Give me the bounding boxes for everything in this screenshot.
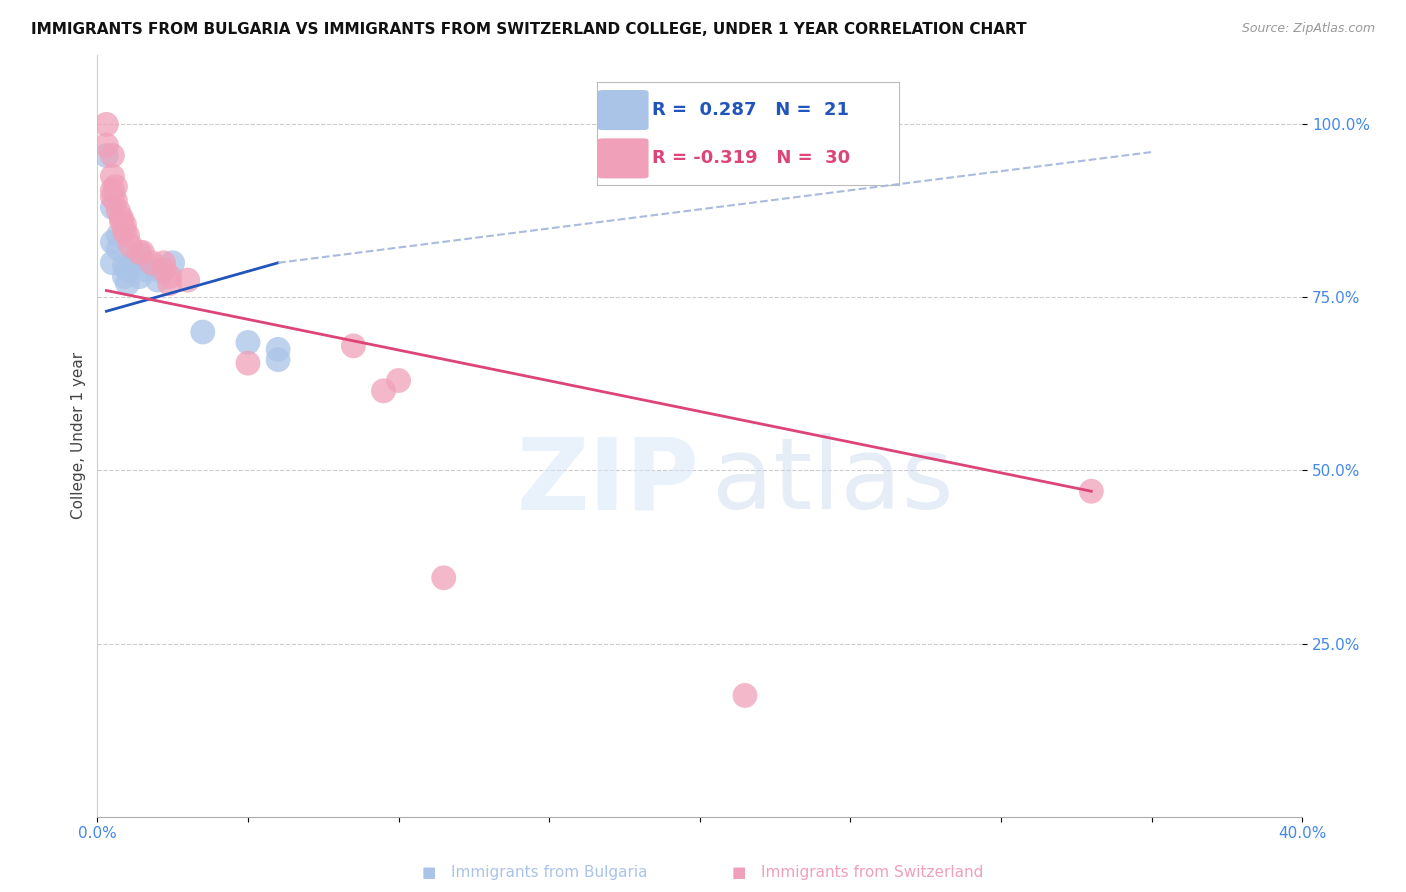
Point <box>734 689 756 703</box>
Point <box>110 214 132 228</box>
Point <box>131 245 153 260</box>
Text: ■   Immigrants from Bulgaria: ■ Immigrants from Bulgaria <box>422 865 647 880</box>
Point <box>135 262 157 277</box>
Point <box>191 325 214 339</box>
Text: atlas: atlas <box>711 433 953 530</box>
Point <box>110 211 132 225</box>
Point <box>117 277 139 291</box>
Point <box>1080 484 1102 499</box>
Point <box>342 339 364 353</box>
Point <box>159 277 181 291</box>
Point <box>236 335 259 350</box>
Point <box>114 218 136 232</box>
Point <box>101 201 124 215</box>
Point <box>120 238 142 252</box>
Point <box>101 256 124 270</box>
Point <box>104 179 127 194</box>
Point <box>107 203 129 218</box>
Point <box>117 228 139 243</box>
Point <box>159 269 181 284</box>
Point <box>146 273 169 287</box>
Point <box>162 256 184 270</box>
Point <box>236 356 259 370</box>
Text: IMMIGRANTS FROM BULGARIA VS IMMIGRANTS FROM SWITZERLAND COLLEGE, UNDER 1 YEAR CO: IMMIGRANTS FROM BULGARIA VS IMMIGRANTS F… <box>31 22 1026 37</box>
Point <box>114 225 136 239</box>
Point <box>128 249 150 263</box>
Point <box>128 245 150 260</box>
Point <box>114 260 136 274</box>
Point <box>433 571 456 585</box>
Point <box>104 194 127 208</box>
Point <box>387 374 409 388</box>
Point <box>128 269 150 284</box>
Y-axis label: College, Under 1 year: College, Under 1 year <box>72 352 86 519</box>
Point <box>107 228 129 243</box>
Point <box>152 262 174 277</box>
Point <box>114 269 136 284</box>
Point <box>96 148 118 162</box>
Text: ZIP: ZIP <box>517 433 700 530</box>
Point <box>101 183 124 197</box>
Point <box>141 256 163 270</box>
Point <box>101 148 124 162</box>
Point <box>177 273 200 287</box>
Point <box>146 262 169 277</box>
Text: ■   Immigrants from Switzerland: ■ Immigrants from Switzerland <box>733 865 983 880</box>
Point <box>267 343 290 357</box>
Point <box>107 242 129 256</box>
Point <box>152 256 174 270</box>
Point <box>122 256 145 270</box>
Point <box>101 235 124 249</box>
Point <box>117 262 139 277</box>
Point <box>267 352 290 367</box>
Point <box>96 117 118 131</box>
Point <box>373 384 395 398</box>
Point <box>101 169 124 184</box>
Point <box>101 190 124 204</box>
Text: Source: ZipAtlas.com: Source: ZipAtlas.com <box>1241 22 1375 36</box>
Point <box>96 138 118 153</box>
